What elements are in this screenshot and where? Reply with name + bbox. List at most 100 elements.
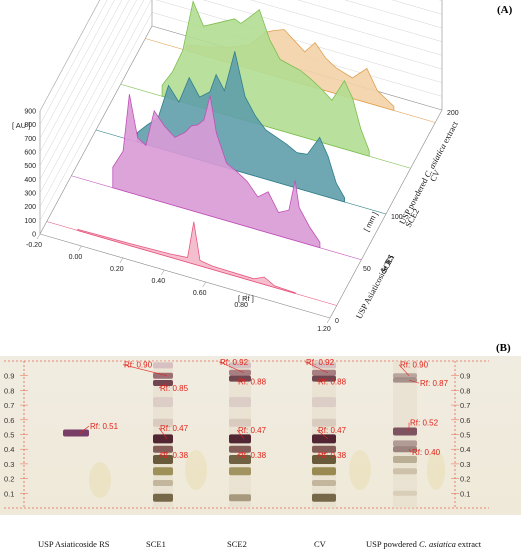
- x-tick-label: 0.40: [151, 278, 165, 285]
- z-tick-label: 100: [391, 214, 403, 221]
- plate-stain: [89, 462, 111, 498]
- tlc-band: [312, 369, 336, 376]
- tlc-band: [63, 429, 89, 437]
- rf-tick-label-left: 0.7: [4, 401, 14, 410]
- tlc-band: [312, 454, 336, 464]
- panel-a-label: (A): [497, 4, 513, 16]
- tlc-band: [229, 434, 251, 444]
- rf-annotation: Rf: 0.87: [420, 379, 449, 388]
- tlc-band: [393, 377, 417, 383]
- y-tick-label: 800: [24, 122, 36, 129]
- y-axis-ticks: 0 100 200 300 400 500 600 700 800 900: [24, 109, 36, 239]
- rf-pointer: [316, 378, 329, 382]
- rf-tick-label-right: 0.2: [460, 475, 470, 484]
- rf-tick-label-right: 0.1: [460, 489, 470, 498]
- rf-annotation: Rf: 0.38: [318, 451, 347, 460]
- x-tick: [36, 233, 41, 240]
- rf-annotation: Rf: 0.88: [238, 378, 267, 387]
- ridge-area: [136, 51, 346, 203]
- rf-tick-label-right: 0.3: [460, 460, 470, 469]
- rf-annotation: Rf: 0.47: [238, 426, 267, 435]
- rf-annotation: Rf: 0.51: [90, 422, 119, 431]
- tlc-band: [393, 490, 417, 496]
- tlc-band: [393, 427, 417, 436]
- tlc-band: [229, 445, 251, 453]
- 3d-axes-box: [39, 0, 443, 319]
- lane-bottom-label: SCE2: [227, 539, 247, 549]
- rf-annotation: Rf: 0.92: [220, 358, 249, 367]
- rf-tick-label-left: 0.4: [4, 445, 14, 454]
- x-tick-label: 0.60: [193, 290, 207, 297]
- rf-annotation: Rf: 0.92: [306, 358, 335, 367]
- y-tick-label: 200: [24, 204, 36, 211]
- tlc-band: [393, 373, 417, 379]
- ridge-area: [161, 0, 370, 157]
- x-tick: [326, 317, 331, 324]
- rf-axis-ticks: 0.9 0.9 0.8 0.8 0.7 0.7 0.6 0.6 0.5 0.5 0.4 0.4 0.3 0…: [4, 372, 470, 499]
- tlc-band: [153, 372, 173, 379]
- x-tick: [161, 269, 165, 276]
- gridline: [39, 0, 137, 180]
- rf-pointer: [218, 361, 245, 374]
- tlc-band: [153, 445, 173, 453]
- plate-stain: [427, 450, 445, 490]
- rf-pointer: [398, 364, 410, 376]
- z-axis-ticks: 0 50 100 200: [335, 110, 459, 325]
- rf-annotation: Rf: 0.38: [160, 451, 189, 460]
- axis-edge: [39, 233, 331, 319]
- tlc-band: [312, 493, 336, 502]
- tlc-band: [393, 455, 417, 463]
- lane-label-usp-extract-bottom: USP powdered C. asiatica extract: [366, 539, 482, 549]
- lane-bottom-label: CV: [314, 539, 327, 549]
- axis-edge: [39, 0, 101, 112]
- tlc-band: [312, 467, 336, 476]
- gridline: [391, 0, 443, 15]
- rf-tick-label-left: 0.9: [4, 372, 14, 381]
- rf-annotation: Rf: 0.90: [124, 361, 153, 370]
- rf-annotations: Rf: 0.51 Rf: 0.90 Rf: 0.85 Rf: 0.47 Rf: 0.38…: [79, 358, 449, 460]
- rf-tick-label-left: 0.6: [4, 416, 14, 425]
- rf-tick-label-right: 0.4: [460, 445, 470, 454]
- gridline: [39, 0, 130, 166]
- gridline: [39, 0, 152, 207]
- x-tick-label: 0.00: [69, 254, 83, 261]
- z-axis-label: [ mm ]: [362, 210, 380, 233]
- z-tick-label: 0: [335, 318, 339, 325]
- tlc-band: [229, 494, 251, 502]
- tlc-band: [312, 434, 336, 444]
- gridline: [39, 12, 153, 221]
- panel-b-tlc-plate: (B) 0.9 0.9 0.8 0.8 0.7 0.7 0.6 0.6 0.5 0.5 0.4 0.4…: [0, 342, 521, 549]
- rf-annotation: Rf: 0.52: [410, 419, 439, 428]
- gridline: [438, 0, 443, 1]
- rf-annotation: Rf: 0.88: [318, 378, 347, 387]
- x-tick-label: 1.20: [317, 326, 331, 333]
- x-tick: [243, 293, 248, 300]
- lane-bottom-label: USP Asiaticoside RS: [38, 539, 110, 549]
- rf-pointer: [236, 451, 245, 456]
- rf-tick-label-right: 0.8: [460, 386, 470, 395]
- tlc-band: [229, 369, 251, 376]
- lane-label: SCE1: [378, 252, 396, 274]
- tlc-band: [153, 397, 173, 408]
- ridge-series: [46, 0, 436, 306]
- plate-stain: [349, 450, 371, 490]
- ridge-area: [77, 221, 296, 295]
- rf-annotation: Rf: 0.85: [160, 384, 189, 393]
- ridge-area: [112, 94, 321, 249]
- tlc-band: [312, 445, 336, 453]
- tlc-band: [153, 493, 173, 502]
- x-tick-label: -0.20: [26, 242, 42, 249]
- gridline: [39, 0, 145, 194]
- y-tick-label: 300: [24, 191, 36, 198]
- tlc-band: [312, 397, 336, 408]
- lane-bottom-label: SCE1: [146, 539, 166, 549]
- tlc-band: [153, 467, 173, 476]
- rf-annotation: Rf: 0.90: [400, 361, 429, 370]
- tlc-band: [312, 480, 336, 487]
- rf-tick-label-right: 0.7: [460, 401, 470, 410]
- tlc-band: [153, 480, 173, 487]
- tlc-band: [229, 375, 251, 382]
- y-tick-label: 500: [24, 163, 36, 170]
- gridline: [297, 0, 443, 42]
